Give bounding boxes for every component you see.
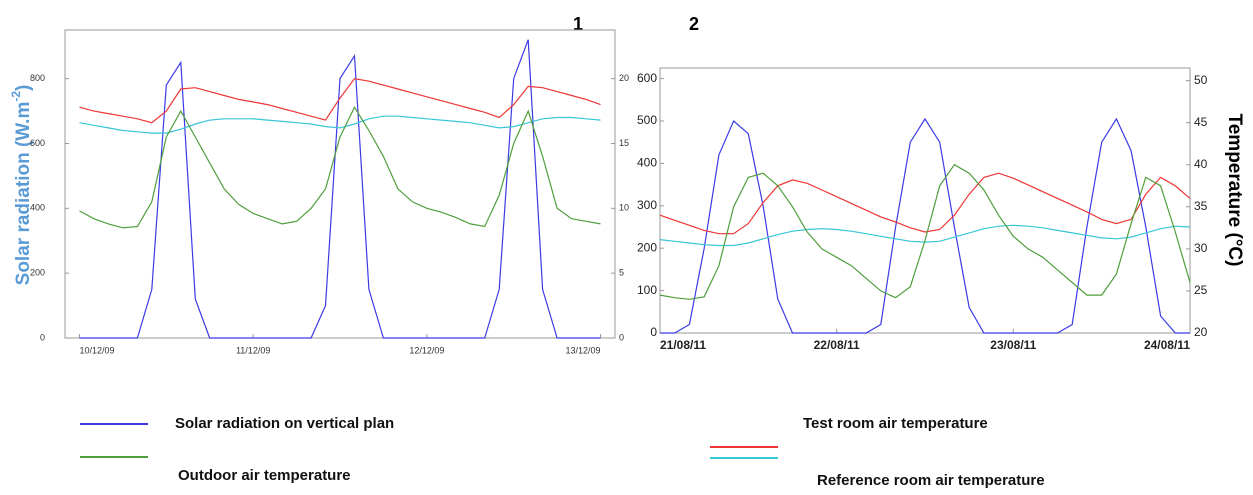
y2-tick-label: 50 [1194,73,1208,87]
y-tick-label: 200 [30,268,45,278]
y-tick-label: 0 [650,325,657,339]
series-line [660,117,1190,334]
legend-label: Solar radiation on vertical plan [175,415,394,432]
panel-label: 2 [689,14,699,34]
y2-tick-label: 20 [619,73,629,83]
panel-label: 1 [573,14,583,34]
x-tick-label: 11/12/09 [236,345,270,355]
legend-label: Test room air temperature [803,415,988,432]
y-tick-label: 100 [637,283,657,297]
x-tick-label: 13/12/09 [565,345,600,355]
y2-axis-label: Temperature (°C) [1224,114,1245,267]
series-line [659,163,1191,300]
x-tick-label: 12/12/09 [409,345,444,355]
series-line [79,39,601,339]
y-axis-label-sup: -2 [9,91,23,102]
y-tick-label: 0 [40,332,45,342]
y2-tick-label: 10 [619,203,629,213]
y-tick-label: 600 [637,71,657,85]
y2-tick-label: 25 [1194,283,1208,297]
y2-tick-label: 0 [619,332,624,342]
x-tick-label: 21/08/11 [660,338,706,352]
y-tick-label: 300 [637,198,657,212]
series-line [79,105,601,229]
y2-tick-label: 35 [1194,199,1208,213]
y-tick-label: 400 [30,203,45,213]
series-line [659,172,1191,235]
y-tick-label: 200 [637,240,657,254]
y-tick-label: 400 [637,156,657,170]
y2-tick-label: 15 [619,138,629,148]
x-tick-label: 24/08/11 [1144,338,1190,352]
y-tick-label: 600 [30,138,45,148]
y-axis-label: Solar radiation (W.m-2) [9,85,34,286]
y-tick-label: 500 [637,113,657,127]
x-tick-label: 22/08/11 [814,338,860,352]
y2-tick-label: 20 [1194,325,1208,339]
x-tick-label: 23/08/11 [990,338,1036,352]
y2-tick-label: 45 [1194,115,1208,129]
series-line [79,77,601,124]
y-axis-label-part: ) [13,85,34,91]
y2-tick-label: 5 [619,268,624,278]
series-line [79,115,601,134]
plot-frame [659,67,1191,334]
y-axis-label-part: Solar radiation (W.m [13,102,34,286]
y2-tick-label: 30 [1194,241,1208,255]
legend-label: Outdoor air temperature [178,467,351,484]
plot-frame [64,29,616,339]
y-tick-label: 800 [30,73,45,83]
x-tick-label: 10/12/09 [79,345,114,355]
legend-label: Reference room air temperature [817,472,1045,489]
y2-tick-label: 40 [1194,157,1208,171]
